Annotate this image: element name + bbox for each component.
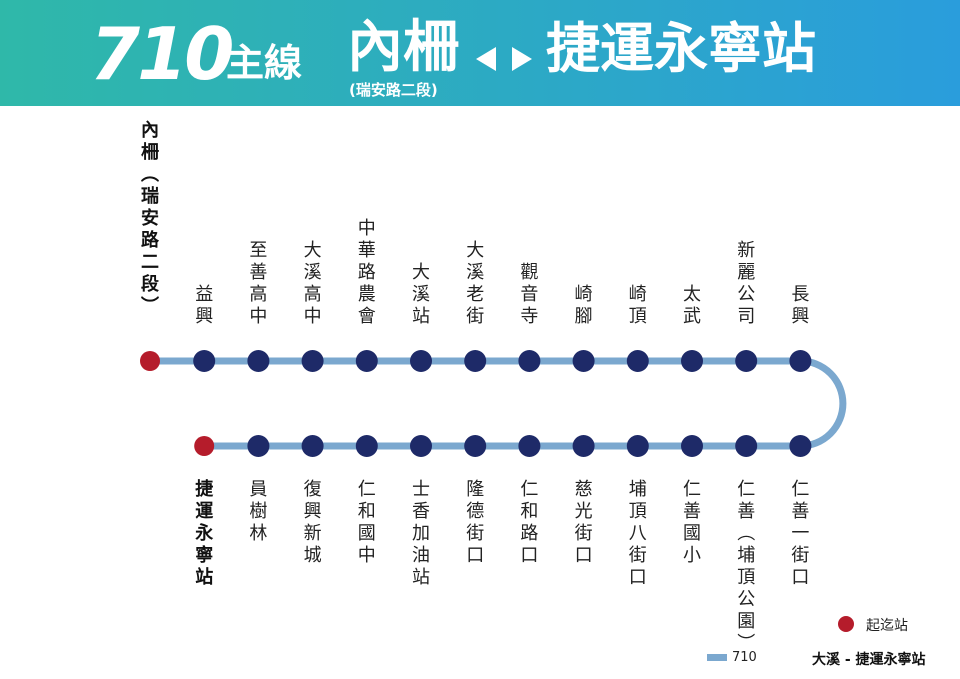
stop-dot	[464, 350, 487, 372]
stop-label: 慈光街口	[574, 479, 593, 566]
stop-label: 觀音寺	[520, 262, 539, 327]
stop-dot	[735, 435, 758, 457]
terminal-stop-label: 內柵 ︵ 瑞安路二段 ︶	[141, 120, 159, 317]
stop-label: 崎腳	[574, 284, 593, 327]
stop-dot	[301, 435, 324, 457]
stop-dot	[355, 350, 378, 372]
stop-dot	[518, 350, 541, 372]
stop-label: 大溪老街	[466, 240, 485, 327]
destination-title: 捷運永寧站	[546, 17, 816, 80]
stop-label: 崎頂	[628, 284, 647, 327]
stop-dot	[410, 350, 432, 372]
route-legend-label: 710	[732, 650, 757, 665]
stop-label: 員樹林	[249, 479, 268, 544]
origin-subtitle: (瑞安路二段)	[349, 81, 438, 99]
stop-label: 新麗公司	[737, 240, 756, 327]
route-line	[146, 357, 847, 450]
stop-label: 大溪高中	[303, 240, 322, 327]
stops-layer	[140, 350, 812, 457]
stop-dot	[247, 350, 270, 372]
stop-dot	[518, 435, 541, 457]
stop-dot	[681, 350, 703, 372]
stop-dot	[789, 350, 812, 372]
route-number: 710	[90, 12, 234, 96]
terminal-stop-dot	[194, 436, 215, 456]
stop-label: 仁善國小	[683, 479, 701, 566]
stop-label: 仁和路口	[520, 479, 539, 566]
stop-label: 隆德街口	[466, 479, 485, 566]
header-banner: 710 主線 內柵 (瑞安路二段) 捷運永寧站	[0, 0, 960, 106]
stop-label: 中華路農會	[357, 218, 376, 327]
stop-dot	[355, 435, 378, 457]
stop-dot	[301, 350, 324, 372]
stop-dot	[193, 350, 216, 372]
stop-dot	[410, 435, 432, 457]
stop-label: 太武	[683, 284, 701, 327]
route-type: 主線	[226, 41, 303, 85]
bidirectional-arrow-icon	[476, 47, 532, 71]
terminal-stop-label: 捷運永寧站	[195, 479, 214, 588]
route-legend-swatch	[707, 654, 727, 661]
terminal-legend-label: 起迄站	[866, 618, 908, 634]
stop-label: 仁善一街口	[791, 479, 810, 588]
stop-dot	[735, 350, 758, 372]
stop-dot	[789, 435, 812, 457]
stop-dot	[464, 435, 487, 457]
stop-dot	[681, 435, 703, 457]
stop-label: 仁善 ︵ 埔頂公園 ︶	[737, 479, 756, 654]
stop-label: 至善高中	[249, 240, 268, 327]
stop-dot	[626, 435, 649, 457]
stop-label: 益興	[195, 284, 214, 327]
stop-label: 大溪站	[412, 262, 430, 327]
stop-label: 復興新城	[303, 479, 322, 566]
terminal-stop-dot	[140, 351, 160, 371]
stop-dot	[626, 350, 649, 372]
stop-dot	[572, 435, 595, 457]
stop-label: 士香加油站	[412, 479, 430, 588]
footer-label: 大溪 - 捷運永寧站	[812, 652, 926, 668]
stop-label: 仁和國中	[357, 479, 376, 566]
terminal-legend-dot	[838, 616, 854, 632]
origin-title: 內柵	[347, 15, 459, 80]
stop-label: 長興	[791, 284, 810, 327]
stop-label: 埔頂八街口	[628, 479, 647, 588]
stop-dot	[247, 435, 270, 457]
stop-dot	[572, 350, 595, 372]
